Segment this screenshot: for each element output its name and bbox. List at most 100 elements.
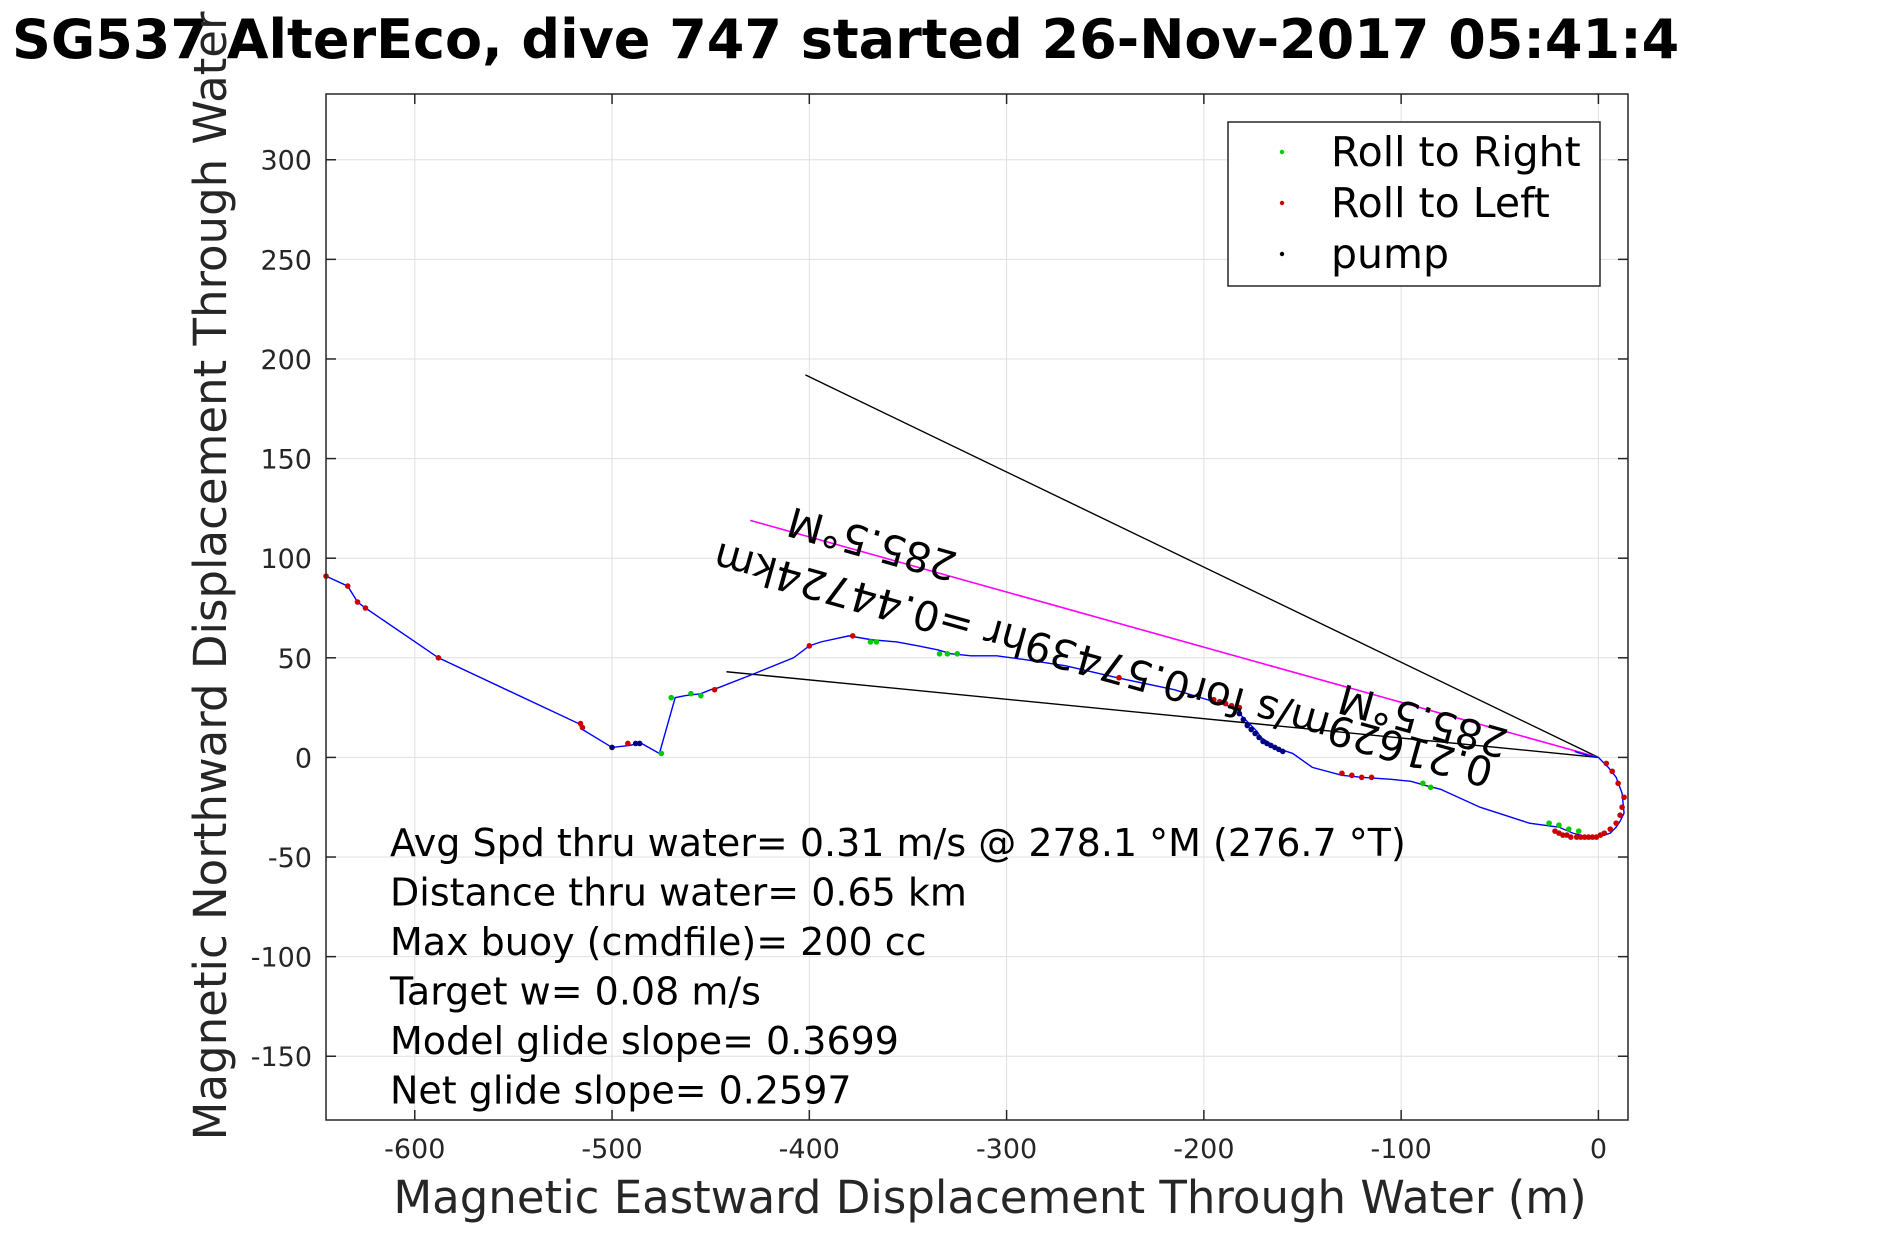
roll-right-point bbox=[867, 639, 874, 645]
roll-left-point bbox=[1603, 760, 1610, 767]
roll-left-point bbox=[1617, 812, 1623, 818]
roll-left-point bbox=[1613, 820, 1619, 826]
heading-line bbox=[749, 519, 1599, 759]
reference-line-0 bbox=[805, 374, 1599, 759]
reference-lines bbox=[726, 374, 1599, 759]
roll-left-point bbox=[1339, 770, 1345, 777]
roll-right-point bbox=[1546, 820, 1552, 826]
roll-left-point bbox=[1615, 780, 1621, 787]
roll-left-point bbox=[1577, 834, 1584, 840]
roll-left-point bbox=[1210, 696, 1217, 703]
roll-left-point bbox=[435, 655, 442, 661]
legend-label-pump: pump bbox=[1331, 230, 1449, 278]
roll-left-point bbox=[354, 599, 361, 605]
x-tick-label: -300 bbox=[976, 1134, 1037, 1165]
x-axis-label: Magnetic Eastward Displacement Through W… bbox=[393, 1171, 1586, 1224]
pump-point bbox=[1248, 726, 1255, 733]
roll-right-point bbox=[658, 750, 665, 757]
roll-right-point bbox=[936, 651, 943, 657]
legend-box bbox=[1227, 121, 1601, 287]
stats-line: Net glide slope= 0.2597 bbox=[390, 1069, 852, 1113]
heading-line-group bbox=[749, 519, 1599, 759]
y-tick-label: -150 bbox=[251, 1042, 312, 1073]
plot-frame bbox=[325, 93, 1629, 1121]
stats-line: Model glide slope= 0.3699 bbox=[390, 1019, 899, 1063]
pump-point bbox=[1244, 722, 1251, 729]
roll-left-point bbox=[362, 605, 369, 611]
y-tick-label: -50 bbox=[268, 843, 312, 874]
roll-right-point bbox=[944, 651, 951, 657]
pump-point bbox=[1252, 730, 1258, 737]
pump-point bbox=[1236, 710, 1243, 717]
x-tick-label: -100 bbox=[1370, 1134, 1431, 1165]
roll-right-point bbox=[698, 692, 704, 699]
roll-points-group bbox=[323, 573, 1627, 840]
legend: Roll to Right Roll to Left pump bbox=[1227, 121, 1601, 287]
roll-left-point bbox=[1358, 774, 1365, 781]
x-tick-label: -200 bbox=[1173, 1134, 1234, 1165]
roll-right-point bbox=[1556, 822, 1562, 828]
roll-right-point bbox=[688, 690, 694, 697]
pump-point bbox=[636, 740, 643, 747]
roll-left-point bbox=[1349, 772, 1355, 779]
roll-left-point bbox=[849, 633, 856, 639]
roll-left-point bbox=[625, 740, 631, 747]
y-tick-label: -100 bbox=[251, 943, 312, 974]
y-tick-label: 100 bbox=[260, 544, 312, 575]
y-axis-label: Magnetic Northward Displacement Through … bbox=[184, 0, 237, 1140]
current-label: 0.21629m/s for0.57439hr =0.44724km bbox=[708, 533, 1498, 796]
pump-point bbox=[1240, 716, 1247, 723]
roll-right-point bbox=[873, 639, 880, 645]
x-tick-label: -500 bbox=[581, 1134, 642, 1165]
y-tick-label: 0 bbox=[295, 743, 312, 774]
x-tick-label: -400 bbox=[779, 1134, 840, 1165]
y-tick-label: 50 bbox=[278, 644, 312, 675]
pump-point bbox=[609, 744, 615, 751]
pump-point bbox=[1256, 734, 1262, 741]
roll-right-point bbox=[1427, 784, 1434, 791]
y-tick-label: 250 bbox=[260, 245, 312, 276]
roll-right-point bbox=[668, 694, 675, 701]
roll-left-point bbox=[1581, 834, 1588, 840]
x-tick-label: 0 bbox=[1590, 1134, 1607, 1165]
roll-left-point bbox=[1621, 794, 1627, 801]
roll-left-point bbox=[806, 643, 813, 649]
legend-marker-pump bbox=[1279, 251, 1285, 257]
stats-panel: Avg Spd thru water= 0.31 m/s @ 278.1 °M … bbox=[389, 821, 1406, 1113]
roll-left-point bbox=[1222, 700, 1229, 707]
roll-right-point bbox=[1575, 828, 1582, 834]
roll-left-point bbox=[1116, 674, 1122, 681]
roll-left-point bbox=[579, 724, 586, 731]
roll-left-point bbox=[711, 686, 718, 693]
roll-left-point bbox=[1236, 704, 1243, 711]
roll-left-point bbox=[1216, 698, 1223, 705]
roll-right-point bbox=[1566, 826, 1572, 832]
stats-line: Distance thru water= 0.65 km bbox=[390, 871, 967, 915]
roll-left-point bbox=[1585, 834, 1592, 840]
legend-marker-roll-left bbox=[1279, 200, 1285, 206]
roll-left-point bbox=[1564, 832, 1570, 838]
roll-left-point bbox=[1368, 774, 1375, 781]
stats-line: Avg Spd thru water= 0.31 m/s @ 278.1 °M … bbox=[390, 821, 1406, 865]
roll-left-point bbox=[344, 583, 351, 589]
y-tick-label: 200 bbox=[260, 345, 312, 376]
roll-left-point bbox=[1552, 828, 1558, 834]
annotation-group: 285.5°M0.21629m/s for0.57439hr =0.44724k… bbox=[708, 497, 1513, 796]
roll-left-point bbox=[1619, 804, 1625, 811]
legend-marker-roll-right bbox=[1279, 149, 1285, 155]
roll-left-point bbox=[1228, 702, 1235, 709]
roll-left-point bbox=[1589, 834, 1596, 840]
y-tick-label: 300 bbox=[260, 146, 312, 177]
roll-left-point bbox=[1573, 834, 1580, 840]
stats-line: Max buoy (cmdfile)= 200 cc bbox=[390, 920, 927, 964]
y-tick-label: 150 bbox=[260, 445, 312, 476]
roll-left-point bbox=[1601, 830, 1608, 836]
axis-ticks: -600 -500 -400 -300 -200 -100 0-150-100-500501… bbox=[251, 94, 1628, 1165]
roll-left-point bbox=[1607, 826, 1614, 832]
pump-point bbox=[632, 740, 639, 747]
pump-point bbox=[1279, 748, 1286, 755]
roll-left-point bbox=[1609, 768, 1616, 775]
reference-line-1 bbox=[726, 671, 1599, 759]
stats-line: Target w= 0.08 m/s bbox=[389, 970, 761, 1014]
